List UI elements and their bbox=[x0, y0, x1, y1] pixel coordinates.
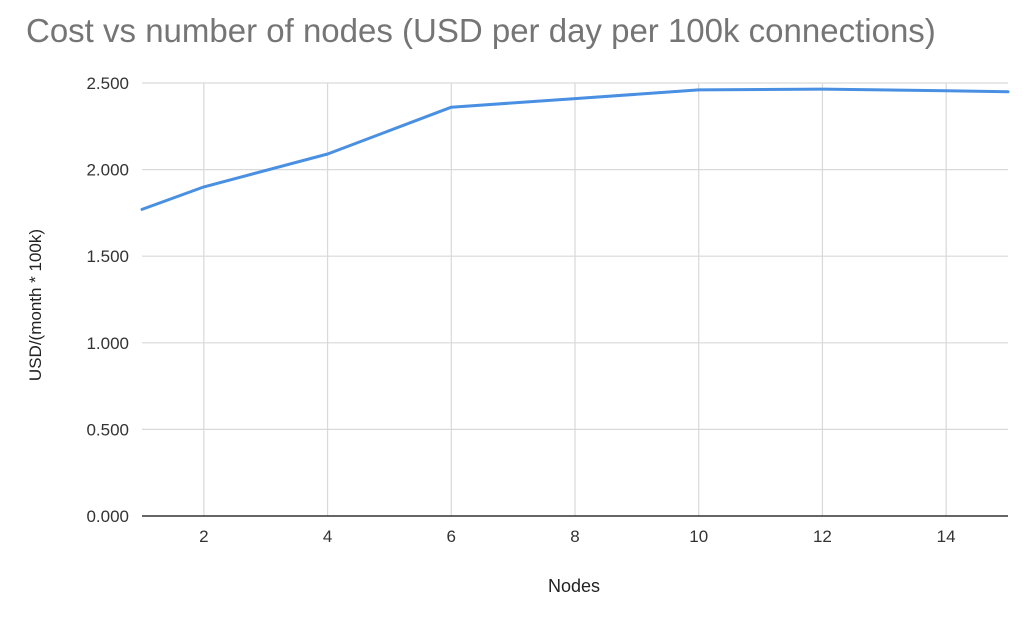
x-tick-label: 8 bbox=[570, 527, 579, 546]
x-tick-label: 2 bbox=[199, 527, 208, 546]
data-point bbox=[945, 89, 948, 92]
data-point bbox=[821, 88, 824, 91]
data-point bbox=[574, 97, 577, 100]
y-tick-label: 2.500 bbox=[86, 74, 129, 93]
series-line bbox=[140, 87, 1010, 211]
y-tick-label: 1.500 bbox=[86, 247, 129, 266]
data-point bbox=[697, 88, 700, 91]
data-point bbox=[326, 153, 329, 156]
y-tick-label: 0.500 bbox=[86, 420, 129, 439]
x-tick-label: 14 bbox=[937, 527, 956, 546]
y-tick-label: 1.000 bbox=[86, 334, 129, 353]
chart-title: Cost vs number of nodes (USD per day per… bbox=[26, 12, 936, 49]
x-tick-label: 10 bbox=[689, 527, 708, 546]
data-point bbox=[141, 208, 144, 211]
data-point bbox=[202, 185, 205, 188]
x-axis-label: Nodes bbox=[547, 576, 601, 596]
data-point bbox=[450, 106, 453, 109]
x-tick-label: 12 bbox=[813, 527, 832, 546]
x-tick-label: 4 bbox=[323, 527, 332, 546]
y-tick-label: 0.000 bbox=[86, 507, 129, 526]
data-point bbox=[1007, 90, 1010, 93]
x-tick-label: 6 bbox=[447, 527, 456, 546]
y-tick-label: 2.000 bbox=[86, 161, 129, 180]
tick-labels: 0.000 0.500 1.000 1.500 2.000 2.500 2 4 6 8 10 12 14 bbox=[86, 74, 955, 546]
series bbox=[140, 87, 1010, 211]
grid bbox=[142, 82, 1008, 516]
